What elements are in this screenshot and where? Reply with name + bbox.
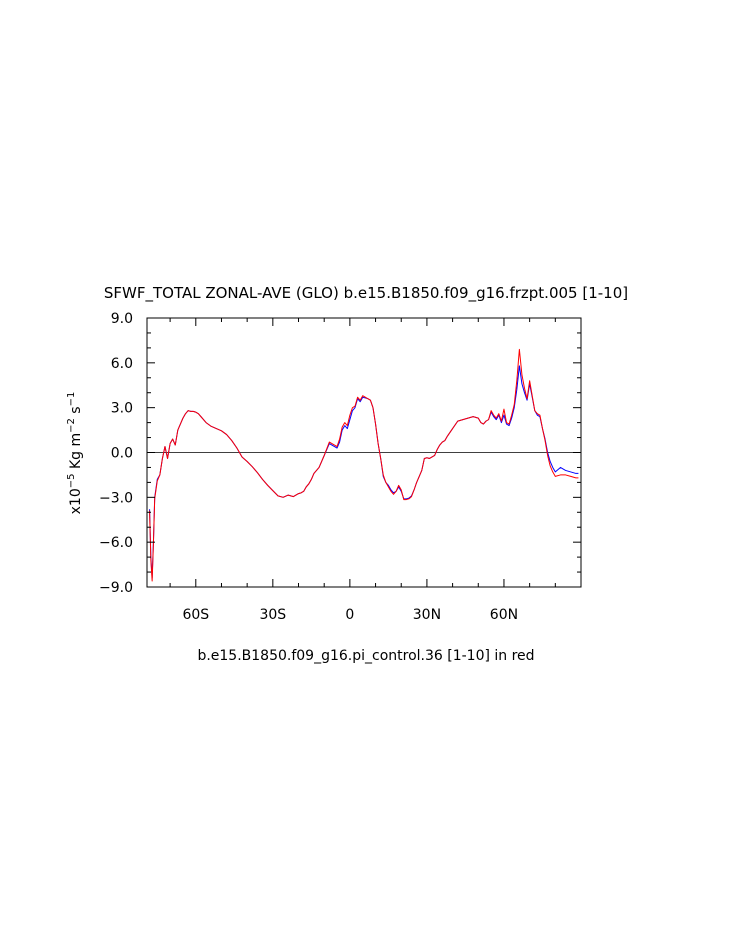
- x-tick-label: 30S: [259, 607, 286, 623]
- x-axis: 60S 30S 0 30N 60N: [169, 318, 582, 623]
- series-layer: [149, 348, 579, 582]
- x-axis-label: b.e15.B1850.f09_g16.pi_control.36 [1-10]…: [197, 648, 534, 664]
- y-tick-label: 3.0: [111, 401, 133, 417]
- y-axis-label: x10−5 Kg m−2 s−1: [66, 392, 84, 515]
- y-tick-label: −9.0: [99, 580, 133, 596]
- series-line-2: [149, 348, 579, 582]
- x-tick-label: 0: [345, 607, 354, 623]
- chart-title: SFWF_TOTAL ZONAL-AVE (GLO) b.e15.B1850.f…: [104, 284, 628, 303]
- x-tick-label: 60N: [490, 607, 518, 623]
- x-tick-label: 60S: [182, 607, 209, 623]
- x-tick-label: 30N: [413, 607, 441, 623]
- y-tick-label: 9.0: [111, 311, 133, 327]
- y-tick-label: −3.0: [99, 490, 133, 506]
- y-tick-label: −6.0: [99, 535, 133, 551]
- y-axis: 9.0 6.0 3.0 0.0 −3.0 −6.0 −9.0: [99, 311, 581, 596]
- series-line-1: [149, 365, 579, 579]
- y-tick-label: 0.0: [111, 446, 133, 462]
- y-tick-label: 6.0: [111, 356, 133, 372]
- plot-area: 9.0 6.0 3.0 0.0 −3.0 −6.0 −9.0 60S 30S 0 30N 60N: [99, 311, 582, 623]
